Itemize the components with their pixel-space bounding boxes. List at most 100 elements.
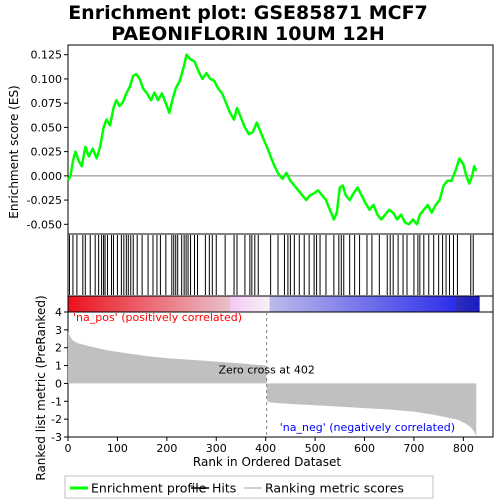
- heat-bar-segment: [111, 296, 116, 312]
- heat-bar-segment: [423, 296, 429, 312]
- x-tick-label: 400: [255, 442, 276, 455]
- enrichment-profile-line: [66, 53, 478, 226]
- hits-panel-frame: [67, 233, 494, 297]
- heat-bar-segment: [427, 296, 433, 312]
- heat-bar-segment: [198, 296, 203, 312]
- heat-bar-segment: [273, 296, 279, 312]
- es-tick-label: -0.050: [27, 218, 62, 231]
- heat-bar-segment: [151, 296, 156, 312]
- heat-bar-segment: [253, 296, 259, 312]
- legend-label: Ranking metric scores: [265, 481, 404, 496]
- heat-bar-segment: [324, 296, 330, 312]
- chart-title-line1: Enrichment plot: GSE85871 MCF7: [68, 2, 428, 24]
- hits-panel: [67, 233, 494, 297]
- heat-bar-segment: [226, 296, 231, 312]
- es-tick-label: 0.075: [31, 97, 63, 110]
- heat-bar-segment: [245, 296, 251, 312]
- heat-bar-segment: [352, 296, 358, 312]
- heat-bar-segment: [384, 296, 389, 312]
- rank-tick-label: 3: [55, 324, 62, 337]
- heat-bar-segment: [87, 296, 93, 312]
- heat-bar-segment: [265, 296, 271, 312]
- heat-bar-segment: [463, 296, 468, 312]
- rank-tick-label: 1: [55, 360, 62, 373]
- x-tick-label: 0: [65, 442, 72, 455]
- heat-bar-segment: [372, 296, 377, 312]
- heat-bar-segment: [143, 296, 148, 312]
- heat-bar-segment: [447, 296, 452, 312]
- heat-bar-segment: [293, 296, 298, 312]
- heat-bar-segment: [83, 296, 89, 312]
- heat-bar-segment: [115, 296, 120, 312]
- es-tick-label: 0.000: [31, 170, 63, 183]
- heat-bar-segment: [396, 296, 401, 312]
- heat-bar-segment: [281, 296, 286, 312]
- positive-correlated-label: 'na_pos' (positively correlated): [73, 311, 242, 324]
- legend-frame: [64, 475, 434, 499]
- heat-bar-segment: [91, 296, 97, 312]
- heat-bar-segment: [455, 296, 460, 312]
- heat-bar-segment: [309, 296, 314, 312]
- heat-bar-segment: [344, 296, 350, 312]
- x-tick-label: 600: [354, 442, 375, 455]
- heat-bar-segment: [95, 296, 101, 312]
- heat-bar-segment: [186, 296, 192, 312]
- rank-tick-label: -2: [51, 413, 62, 426]
- heat-bar-segment: [194, 296, 199, 312]
- rank-heat-bar: [67, 295, 494, 313]
- rank-tick-label: 4: [55, 306, 62, 319]
- heat-bar-segment: [79, 296, 85, 312]
- heat-bar-segment: [408, 296, 413, 312]
- heat-bar-segment: [154, 296, 160, 312]
- ranking-metric-area: [68, 331, 477, 437]
- heat-bar-segment: [218, 296, 223, 312]
- zero-cross-label: Zero cross at 402: [218, 364, 314, 377]
- heat-bar-segment: [415, 296, 421, 312]
- heat-bar-segment: [68, 296, 73, 312]
- es-tick-label: 0.025: [31, 146, 63, 159]
- heat-bar-segment: [332, 296, 338, 312]
- chart-title-line2: PAEONIFLORIN 10UM 12H: [111, 23, 385, 45]
- heat-bar-segment: [222, 296, 227, 312]
- heat-bar-segment: [411, 296, 417, 312]
- heat-bar-segment: [269, 296, 275, 312]
- heat-bar-segment: [356, 296, 362, 312]
- heat-bar-segment: [400, 296, 405, 312]
- heat-bar-segment: [451, 296, 456, 312]
- x-tick-label: 300: [206, 442, 227, 455]
- heat-bar-segment: [388, 296, 393, 312]
- heat-bar-segment: [471, 296, 476, 312]
- es-tick-label: 0.125: [31, 49, 63, 62]
- legend-label: Hits: [212, 481, 236, 496]
- heat-bar-segment: [166, 296, 172, 312]
- heat-bar-segment: [435, 296, 441, 312]
- heat-bar-segment: [99, 296, 105, 312]
- heat-bar-segment: [107, 296, 112, 312]
- heat-bar-segment: [158, 296, 164, 312]
- heat-bar-segment: [305, 296, 310, 312]
- heat-bar-segment: [360, 296, 366, 312]
- heat-bar-segment: [147, 296, 152, 312]
- heat-bar-segment: [123, 296, 128, 312]
- heat-bar-segment: [368, 296, 373, 312]
- negative-correlated-label: 'na_neg' (negatively correlated): [280, 421, 455, 434]
- heat-bar-segment: [206, 296, 211, 312]
- heat-bar-segment: [174, 296, 180, 312]
- heat-bar-segment: [103, 296, 109, 312]
- rank-axis-label: Ranked list metric (PreRanked): [34, 295, 48, 480]
- heat-bar-segment: [404, 296, 409, 312]
- heat-bar-segment: [190, 296, 196, 312]
- heat-bar-segment: [127, 296, 132, 312]
- heat-bar-segment: [249, 296, 255, 312]
- heat-bar-segment: [419, 296, 425, 312]
- rank-tick-label: -3: [51, 431, 62, 444]
- heat-bar-segment: [336, 296, 342, 312]
- heat-bar-segment: [214, 296, 219, 312]
- heat-bar-segment: [321, 296, 326, 312]
- ranked-metric-panel: 4 3 2 1 0 -1 -2 -3 Zero cross at 402 'na_pos' (po…: [51, 306, 494, 455]
- heat-bar-segment: [277, 296, 282, 312]
- heat-bar-segment: [182, 296, 188, 312]
- heat-bar-segment: [297, 296, 302, 312]
